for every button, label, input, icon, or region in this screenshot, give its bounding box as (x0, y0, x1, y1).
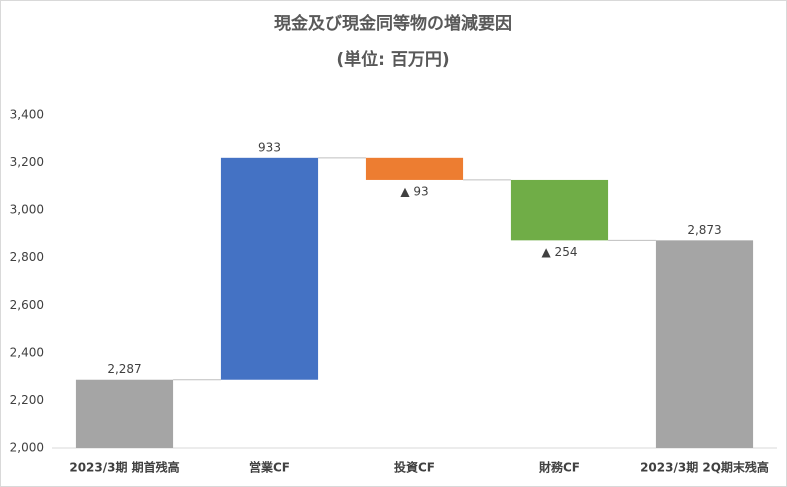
value-label: 933 (258, 140, 281, 154)
x-tick-label: 財務CF (538, 460, 580, 475)
y-tick-label: 3,000 (10, 203, 44, 217)
bar (75, 379, 174, 448)
x-tick-label: 2023/3期 2Q期末残高 (640, 460, 769, 475)
value-label: ▲ 93 (400, 184, 428, 198)
bar (365, 157, 464, 180)
value-label: ▲ 254 (542, 245, 578, 259)
chart-title: 現金及び現金同等物の増減要因 (274, 13, 512, 34)
value-label: 2,287 (107, 362, 141, 376)
bar (510, 179, 609, 241)
x-tick-label: 営業CF (249, 460, 290, 475)
value-label: 2,873 (687, 223, 721, 237)
y-tick-label: 2,400 (10, 345, 44, 359)
chart-subtitle: (単位: 百万円) (336, 49, 449, 70)
y-tick-label: 3,400 (10, 108, 44, 122)
y-tick-label: 2,000 (10, 441, 44, 455)
y-tick-label: 2,200 (10, 393, 44, 407)
y-tick-label: 2,600 (10, 298, 44, 312)
bar (220, 157, 319, 380)
y-tick-label: 2,800 (10, 250, 44, 264)
bar (655, 240, 754, 448)
x-tick-label: 投資CF (394, 460, 435, 475)
x-tick-label: 2023/3期 期首残高 (69, 460, 179, 475)
y-tick-label: 3,200 (10, 155, 44, 169)
